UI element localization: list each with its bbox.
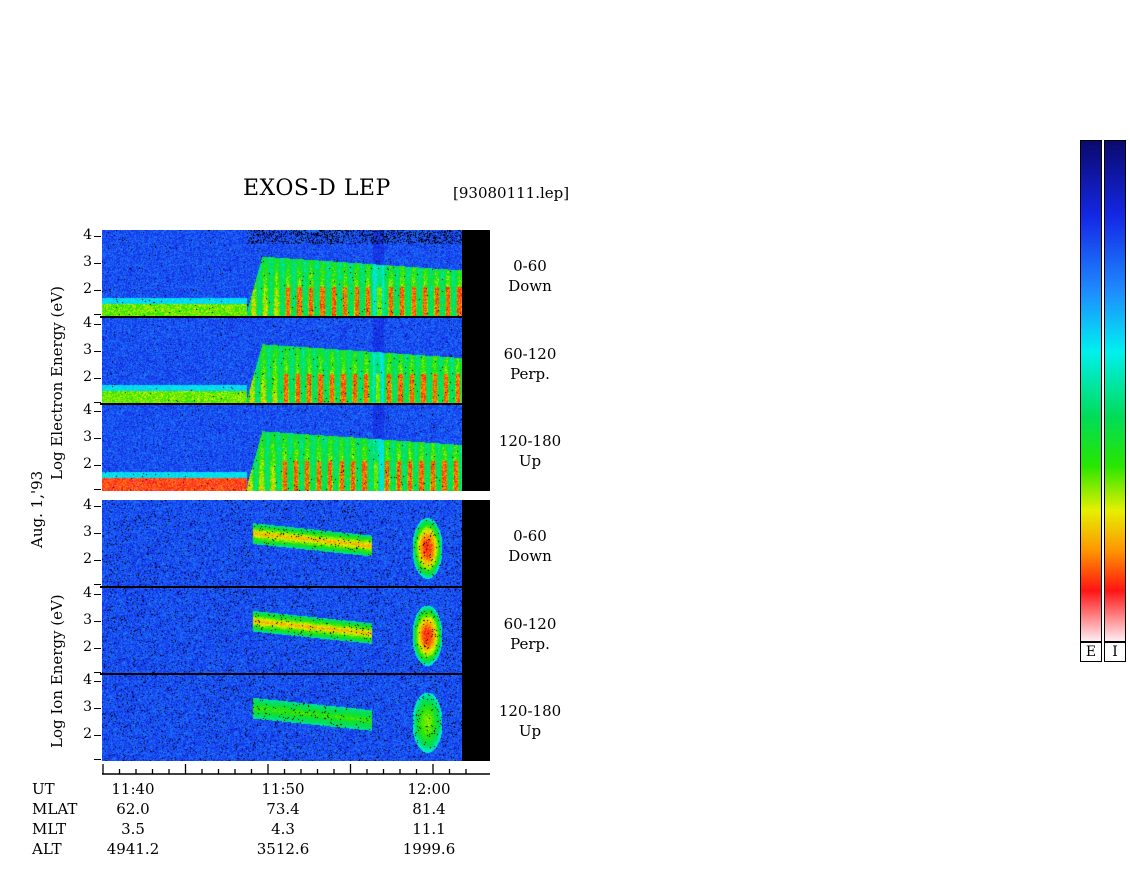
y-tick-mark <box>94 594 101 595</box>
electron-panel-perp <box>102 318 462 404</box>
y-tick-label: 4 <box>83 402 92 418</box>
y-tick-mark <box>94 314 101 315</box>
ephemeris-value: 1999.6 <box>402 840 456 858</box>
ephemeris-value: 62.0 <box>116 800 150 818</box>
ephemeris-value: 4.3 <box>271 820 295 838</box>
y-tick-mark <box>94 560 101 561</box>
y-tick-mark <box>94 708 101 709</box>
electron-panel-down <box>102 230 462 317</box>
panel-divider <box>100 673 462 675</box>
y-tick-label: 2 <box>83 369 92 385</box>
y-tick-label: 3 <box>83 612 92 628</box>
y-tick-mark <box>94 263 101 264</box>
ephemeris-value: 11:40 <box>111 780 155 798</box>
electron-panel-up <box>102 405 462 491</box>
pitch-direction: Perp. <box>510 635 550 653</box>
ion-no-data-bar <box>462 500 490 761</box>
ion-panel-perp <box>102 588 462 674</box>
y-tick-label: 2 <box>83 639 92 655</box>
y-tick-label: 4 <box>83 227 92 243</box>
electron-colorbar-label: E <box>1080 642 1102 662</box>
y-tick-mark <box>94 324 101 325</box>
ephemeris-value: 81.4 <box>412 800 446 818</box>
ephemeris-value: 11.1 <box>412 820 446 838</box>
pitch-range: 0-60 <box>513 527 547 545</box>
pitch-direction: Up <box>518 452 542 470</box>
ephemeris-row-label: UT <box>32 780 55 798</box>
ion-panel-down <box>102 500 462 587</box>
pitch-direction: Down <box>508 547 552 565</box>
pitch-label: 60-120 Perp. <box>490 614 570 654</box>
y-tick-mark <box>94 438 101 439</box>
panel-divider <box>100 403 462 405</box>
panel-divider <box>100 586 462 588</box>
ion-axis-label: Log Ion Energy (eV) <box>48 594 66 748</box>
y-tick-mark <box>94 621 101 622</box>
electron-no-data-bar <box>462 230 490 491</box>
ephemeris-value: 73.4 <box>266 800 300 818</box>
y-tick-mark <box>94 735 101 736</box>
y-tick-mark <box>94 506 101 507</box>
ephemeris-value: 12:00 <box>407 780 451 798</box>
file-id: [93080111.lep] <box>453 184 570 202</box>
ion-colorbar-label: I <box>1104 642 1126 662</box>
ephemeris-value: 3512.6 <box>256 840 310 858</box>
pitch-direction: Down <box>508 277 552 295</box>
y-tick-label: 2 <box>83 281 92 297</box>
ephemeris-row-label: ALT <box>32 840 62 858</box>
pitch-direction: Perp. <box>510 365 550 383</box>
pitch-label: 0-60 Down <box>490 526 570 566</box>
y-tick-mark <box>94 584 101 585</box>
y-tick-mark <box>94 681 101 682</box>
y-tick-mark <box>94 236 101 237</box>
date-label: Aug. 1,'93 <box>28 470 46 548</box>
y-tick-label: 2 <box>83 726 92 742</box>
y-tick-label: 3 <box>83 429 92 445</box>
pitch-label: 60-120 Perp. <box>490 344 570 384</box>
y-tick-mark <box>94 533 101 534</box>
y-tick-mark <box>94 759 101 760</box>
pitch-label: 0-60 Down <box>490 256 570 296</box>
y-tick-label: 4 <box>83 585 92 601</box>
y-tick-label: 4 <box>83 672 92 688</box>
pitch-label: 120-180 Up <box>490 431 570 471</box>
pitch-range: 0-60 <box>513 257 547 275</box>
pitch-range: 60-120 <box>503 615 557 633</box>
time-axis <box>102 764 490 775</box>
y-tick-mark <box>94 351 101 352</box>
pitch-range: 120-180 <box>498 432 562 450</box>
y-tick-label: 4 <box>83 497 92 513</box>
ephemeris-value: 11:50 <box>261 780 305 798</box>
pitch-label: 120-180 Up <box>490 701 570 741</box>
pitch-range: 60-120 <box>503 345 557 363</box>
ephemeris-value: 3.5 <box>121 820 145 838</box>
y-tick-mark <box>94 648 101 649</box>
y-tick-label: 3 <box>83 342 92 358</box>
y-tick-mark <box>94 402 101 403</box>
y-tick-label: 4 <box>83 315 92 331</box>
y-tick-label: 3 <box>83 524 92 540</box>
ephemeris-row-label: MLT <box>32 820 67 838</box>
y-tick-mark <box>94 290 101 291</box>
y-tick-label: 2 <box>83 551 92 567</box>
y-tick-label: 3 <box>83 699 92 715</box>
chart-title: EXOS-D LEP <box>243 176 391 201</box>
y-tick-mark <box>94 672 101 673</box>
ion-colorbar <box>1104 140 1126 642</box>
ephemeris-value: 4941.2 <box>106 840 160 858</box>
ephemeris-row-label: MLAT <box>32 800 78 818</box>
y-tick-label: 2 <box>83 456 92 472</box>
y-tick-mark <box>94 465 101 466</box>
y-tick-mark <box>94 489 101 490</box>
panel-divider <box>100 316 462 318</box>
electron-colorbar <box>1080 140 1102 642</box>
y-tick-label: 3 <box>83 254 92 270</box>
y-tick-mark <box>94 411 101 412</box>
y-tick-mark <box>94 378 101 379</box>
electron-axis-label: Log Electron Energy (eV) <box>48 286 66 480</box>
ion-panel-up <box>102 675 462 761</box>
pitch-direction: Up <box>518 722 542 740</box>
pitch-range: 120-180 <box>498 702 562 720</box>
